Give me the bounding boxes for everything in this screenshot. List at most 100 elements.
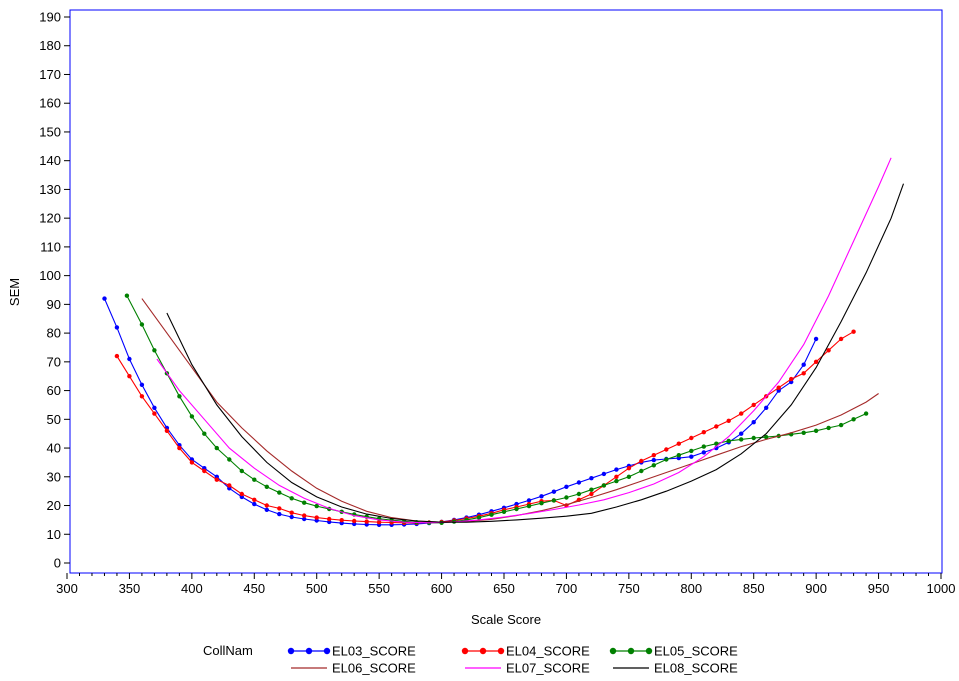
data-point: [489, 512, 494, 517]
data-point: [813, 359, 819, 364]
data-point: [614, 474, 619, 479]
data-point: [252, 501, 257, 507]
data-point: [202, 431, 207, 436]
data-point: [813, 428, 819, 433]
data-point: [664, 447, 669, 452]
data-point: [202, 468, 207, 474]
legend-label: EL03_SCORE: [332, 644, 416, 659]
y-tick-label: 180: [39, 38, 61, 53]
legend-label: EL06_SCORE: [332, 661, 416, 676]
data-point: [252, 497, 257, 502]
data-point: [664, 457, 669, 462]
data-point: [764, 434, 769, 440]
data-point: [589, 487, 594, 492]
y-tick-label: 60: [47, 383, 61, 398]
y-axis-ticks: 0 10 20 30 40 50 60 70 80 90 100 110 120 130 140 150 160…: [39, 10, 70, 571]
data-point: [239, 468, 244, 474]
data-point: [189, 414, 195, 419]
data-point: [564, 495, 569, 500]
data-point: [227, 457, 232, 462]
data-point: [264, 503, 269, 508]
data-point: [576, 480, 582, 485]
data-point: [639, 458, 644, 464]
legend-item-el07-score: EL07_SCORE: [465, 661, 590, 676]
data-point: [114, 353, 120, 359]
data-point: [152, 411, 157, 416]
data-point: [124, 293, 130, 298]
data-point: [739, 437, 744, 442]
data-point: [739, 411, 744, 416]
data-point: [651, 453, 656, 458]
data-point: [277, 506, 282, 511]
data-point: [526, 498, 532, 503]
x-tick-label: 650: [493, 581, 515, 596]
legend-marker: [323, 647, 331, 655]
data-point: [838, 422, 844, 428]
data-point: [726, 438, 731, 444]
data-point: [127, 356, 132, 362]
data-point: [289, 514, 294, 520]
data-point: [714, 424, 719, 429]
data-point: [726, 418, 731, 423]
data-point: [614, 467, 619, 472]
x-tick-label: 900: [805, 581, 827, 596]
data-point: [164, 428, 170, 433]
x-tick-label: 300: [56, 581, 78, 596]
legend-label: EL04_SCORE: [506, 644, 590, 659]
y-tick-label: 10: [47, 527, 61, 542]
legend-marker: [305, 647, 313, 655]
data-point: [177, 394, 182, 399]
data-point: [327, 516, 332, 522]
data-point: [239, 491, 244, 497]
x-tick-label: 700: [556, 581, 578, 596]
data-point: [214, 477, 219, 482]
data-point: [277, 490, 282, 495]
x-tick-label: 350: [119, 581, 141, 596]
x-tick-label: 850: [743, 581, 765, 596]
data-point: [851, 329, 856, 334]
data-point: [152, 348, 157, 353]
data-point: [676, 453, 681, 458]
data-point: [264, 507, 269, 512]
y-tick-label: 40: [47, 441, 61, 456]
data-point: [501, 509, 507, 514]
data-point: [127, 374, 132, 379]
data-point: [651, 463, 656, 468]
y-tick-label: 20: [47, 498, 61, 513]
data-point: [601, 471, 607, 477]
data-point: [751, 402, 756, 408]
y-tick-label: 50: [47, 412, 61, 427]
y-axis-label: SEM: [7, 278, 22, 306]
data-point: [277, 511, 282, 517]
data-point: [626, 474, 632, 479]
legend-label: EL05_SCORE: [654, 644, 738, 659]
data-point: [564, 484, 569, 489]
data-point: [689, 435, 694, 441]
series-el08-score: [166, 183, 905, 523]
y-tick-label: 100: [39, 268, 61, 283]
data-point: [751, 435, 756, 441]
data-point: [651, 457, 656, 463]
data-point: [289, 496, 294, 501]
x-axis-ticks: 300 350 400 450 500 550 600 650 700 750 800 850 900 9…: [56, 573, 955, 596]
data-point: [551, 489, 557, 494]
data-point: [701, 444, 706, 449]
legend-item-el08-score: EL08_SCORE: [613, 661, 738, 676]
data-point: [801, 371, 806, 376]
x-tick-label: 550: [368, 581, 390, 596]
legend: CollNam EL03_SCORE EL04_SCORE EL05_SCORE EL…: [203, 643, 738, 676]
data-point: [376, 520, 382, 525]
series-line-el04-score: [116, 331, 854, 524]
y-tick-label: 120: [39, 211, 61, 226]
y-tick-label: 70: [47, 354, 61, 369]
data-point: [302, 513, 307, 518]
legend-item-el06-score: EL06_SCORE: [291, 661, 416, 676]
legend-marker: [627, 647, 635, 655]
data-point: [289, 510, 294, 515]
data-point: [214, 445, 219, 451]
series-layer: [102, 157, 905, 527]
data-point: [139, 322, 145, 327]
series-el04-score: [114, 329, 856, 525]
data-point: [514, 506, 519, 512]
data-point: [526, 503, 532, 509]
